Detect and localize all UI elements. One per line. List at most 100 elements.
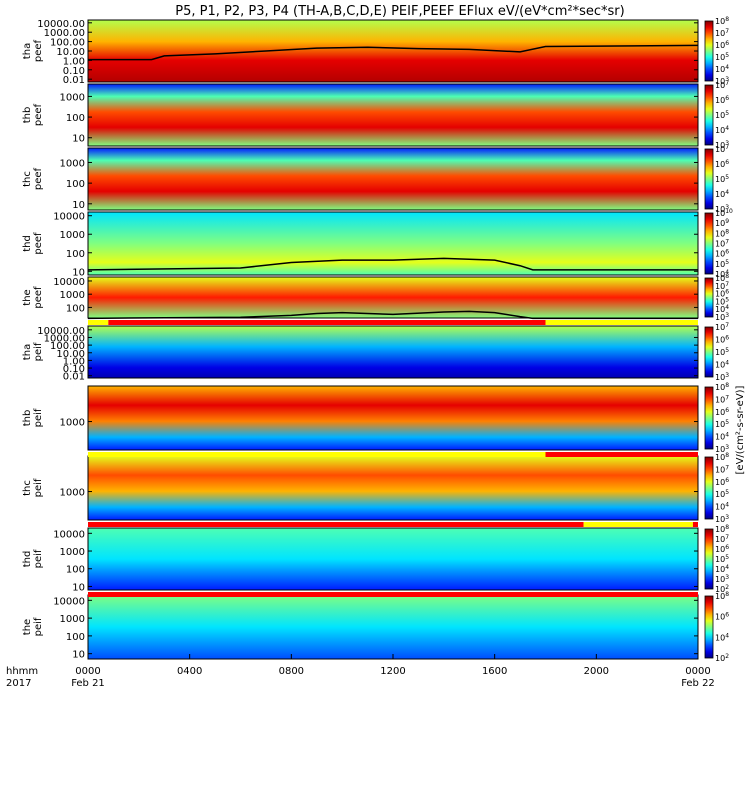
panel-frame [87,83,699,147]
ytick-label-thd-peef: 100 [66,249,85,260]
ytick-label-tha-peef: 10.00 [56,47,85,58]
ylabel-thd-peif-0: thd [22,551,33,568]
panel-frame [87,385,699,451]
ytick-label-thb-peef: 10 [72,134,85,145]
ylabel-thd-peef-1: peef [33,232,44,255]
panel-frame [87,211,699,276]
colorbar-tick-the-peef: 108 [715,273,729,283]
panel-thd-peif: thd peif 10000 1000 100 10 1081071061051041031… [22,524,729,594]
panel-the-peif: the peif 10000 1000 100 10 108 106 104 102 [22,591,729,663]
colorbar-tick-thd-peef: 104 [715,269,729,279]
flag-segment-red [88,592,698,597]
ylabel-thd-peif-1: peif [33,549,44,568]
ytick-label-tha-peif: 0.01 [63,372,85,383]
panel-frame [87,325,699,379]
colorbar-tick-thd-peif: 104 [715,564,729,574]
colorbar-tick-the-peif: 106 [715,612,729,622]
ytick-label-the-peef: 10000 [53,277,85,288]
colorbar-tick-the-peif: 102 [715,653,729,663]
flag-segment-red [545,452,698,457]
colorbar-tick-thb-peef: 104 [715,125,729,135]
colorbar-thb-peif [704,386,714,450]
colorbar-tick-thb-peef: 105 [715,110,729,120]
xtick-label: 0000 [685,666,710,677]
colorbar-tick-thd-peef: 108 [715,228,729,238]
colorbar-tick-tha-peif: 105 [715,347,729,357]
colorbar-tick-thd-peef: 105 [715,259,729,269]
xtick-label: 2000 [584,666,609,677]
flag-segment-yellow [88,452,546,457]
ytick-label-tha-peef: 10000.00 [37,19,85,30]
colorbar-thd-peif [704,528,714,590]
colorbar-tick-thd-peef: 109 [715,218,729,228]
colorbar-tick-the-peif: 108 [715,591,729,601]
colorbar-thc-peif [704,456,714,520]
panel-frame [87,527,699,591]
ylabel-thc-peef-0: thc [22,171,33,187]
ylabel-the-peif-1: peif [33,617,44,636]
colorbar-tick-tha-peif: 104 [715,360,729,370]
ylabel-tha-peef-0: tha [22,43,33,59]
flag-segment-red [88,522,584,527]
ylabel-tha-peef-1: peef [33,39,44,62]
xtick-label: 1200 [380,666,405,677]
xtick-label: 0800 [279,666,304,677]
quality-flag-bars [88,320,698,597]
colorbar-tick-the-peef: 104 [715,304,729,314]
ytick-label-thc-peif: 1000 [60,488,85,499]
flag-segment-yellow [545,320,698,325]
colorbar-tick-thb-peif: 104 [715,432,729,442]
colorbar-thc-peef [704,148,714,210]
ytick-label-the-peif: 1000 [60,614,85,625]
ytick-label-thd-peef: 1000 [60,230,85,241]
xaxis-label-year: 2017 [6,678,31,689]
ytick-label-tha-peef: 0.10 [63,66,85,77]
ytick-label-the-peif: 10 [72,650,85,661]
ytick-label-tha-peef: 1000.00 [44,28,85,39]
ytick-label-thc-peef: 1000 [60,158,85,169]
panel-thc-peef: thc peef 1000 100 10 107 106 105 104 103 [22,144,729,214]
xaxis-label-hhmm: hhmm [6,666,38,677]
ytick-label-tha-peif: 0.10 [63,364,85,375]
ylabel-tha-peif-0: tha [22,344,33,360]
colorbar-tick-thc-peif: 107 [715,464,729,474]
colorbar-tick-thb-peif: 107 [715,394,729,404]
ytick-label-thd-peif: 1000 [60,547,85,558]
ytick-label-tha-peif: 10000.00 [37,326,85,337]
spectrogram-thb-peif [88,386,698,450]
panel-thb-peef: thb peef 1000 100 10 107 106 105 104 103 [22,80,729,150]
ytick-label-thd-peif: 10000 [53,529,85,540]
colorbar-tick-thc-peef: 104 [715,189,729,199]
colorbar-tick-thc-peif: 104 [715,502,729,512]
colorbar-tick-tha-peef: 105 [715,52,729,62]
colorbar-tick-thd-peif: 106 [715,544,729,554]
colorbar-tha-peif [704,326,714,378]
ytick-label-tha-peif: 1000.00 [44,333,85,344]
colorbar-tick-tha-peef: 106 [715,40,729,50]
colorbar-tick-thd-peif: 105 [715,554,729,564]
ylabel-the-peef-0: the [22,289,33,305]
xtick-label: 1600 [482,666,507,677]
ylabel-the-peif-0: the [22,619,33,635]
colorbar-tick-thb-peif: 108 [715,382,729,392]
colorbar-tick-thb-peif: 106 [715,407,729,417]
ytick-label-thb-peef: 100 [66,113,85,124]
xtick-label: 0000 [75,666,100,677]
ytick-label-thd-peef: 10 [72,267,85,278]
colorbar-tick-tha-peef: 104 [715,64,729,74]
spectrogram-thc-peif [88,456,698,520]
panel-stack: tha peef10000.001000.00100.0010.001.000.1… [22,16,733,663]
colorbar-tick-tha-peif: 103 [715,372,729,382]
panel-frame [87,147,699,211]
colorbar-tick-the-peif: 104 [715,632,729,642]
trace-the-peef [87,310,698,320]
colorbar-tick-tha-peef: 103 [715,76,729,86]
colorbar-tick-thd-peif: 103 [715,574,729,584]
colorbar-tick-thc-peef: 107 [715,144,729,154]
figure-title: P5, P1, P2, P3, P4 (TH-A,B,C,D,E) PEIF,P… [175,4,624,19]
ytick-label-tha-peif: 100.00 [50,341,85,352]
colorbar-tick-thc-peif: 108 [715,452,729,462]
colorbar-tick-thc-peif: 103 [715,514,729,524]
colorbar-tick-tha-peif: 107 [715,322,729,332]
